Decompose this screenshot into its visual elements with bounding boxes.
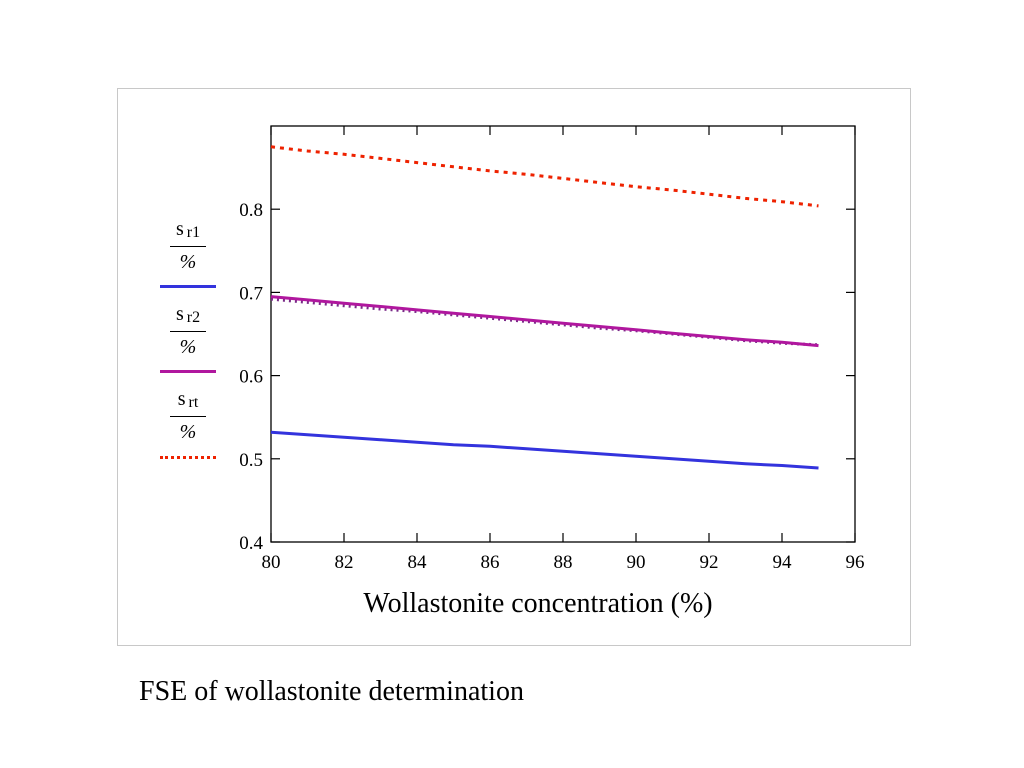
legend-numerator: s r2 [175, 303, 201, 326]
fraction-bar [170, 331, 206, 332]
y-tick-label: 0.8 [239, 200, 263, 221]
x-tick-label: 88 [554, 552, 573, 573]
legend-denominator: % [179, 421, 197, 443]
legend-swatch-r2 [160, 370, 216, 373]
x-tick-label: 82 [335, 552, 354, 573]
legend-numerator: s r1 [175, 218, 201, 241]
legend-entry-r1: s r1 % [160, 218, 216, 273]
x-tick-label: 86 [481, 552, 500, 573]
legend-entry-r2: s r2 % [160, 303, 216, 358]
legend-swatch-r1 [160, 285, 216, 288]
x-tick-label: 90 [627, 552, 646, 573]
fraction-bar [170, 246, 206, 247]
legend-numerator: s rt [177, 388, 199, 411]
y-tick-label: 0.5 [239, 450, 263, 471]
series-line-r1 [270, 430, 819, 470]
y-tick-label: 0.4 [239, 533, 263, 554]
y-tick-label: 0.6 [239, 367, 263, 388]
x-tick-label: 92 [700, 552, 719, 573]
x-tick-label: 84 [408, 552, 428, 573]
fraction-bar [170, 416, 206, 417]
series-layer [270, 145, 819, 470]
series-line-overlay [270, 297, 819, 347]
series-line-rt [270, 145, 819, 208]
series-line-r2 [270, 295, 819, 348]
legend-entry-rt: s rt % [160, 388, 216, 443]
x-axis-label: Wollastonite concentration (%) [363, 588, 712, 619]
legend-denominator: % [179, 336, 197, 358]
axes: 80 82 84 86 88 90 92 94 96 0.4 0.5 0.6 0.7 0.8 [239, 126, 865, 573]
chart-frame [117, 88, 911, 646]
x-tick-label: 80 [262, 552, 281, 573]
y-tick-label: 0.7 [239, 283, 263, 304]
slide-caption: FSE of wollastonite determination [139, 676, 524, 707]
legend-denominator: % [179, 251, 197, 273]
x-tick-label: 96 [846, 552, 865, 573]
plot-area [270, 125, 856, 543]
x-tick-label: 94 [773, 552, 793, 573]
legend-swatch-rt [160, 456, 216, 459]
